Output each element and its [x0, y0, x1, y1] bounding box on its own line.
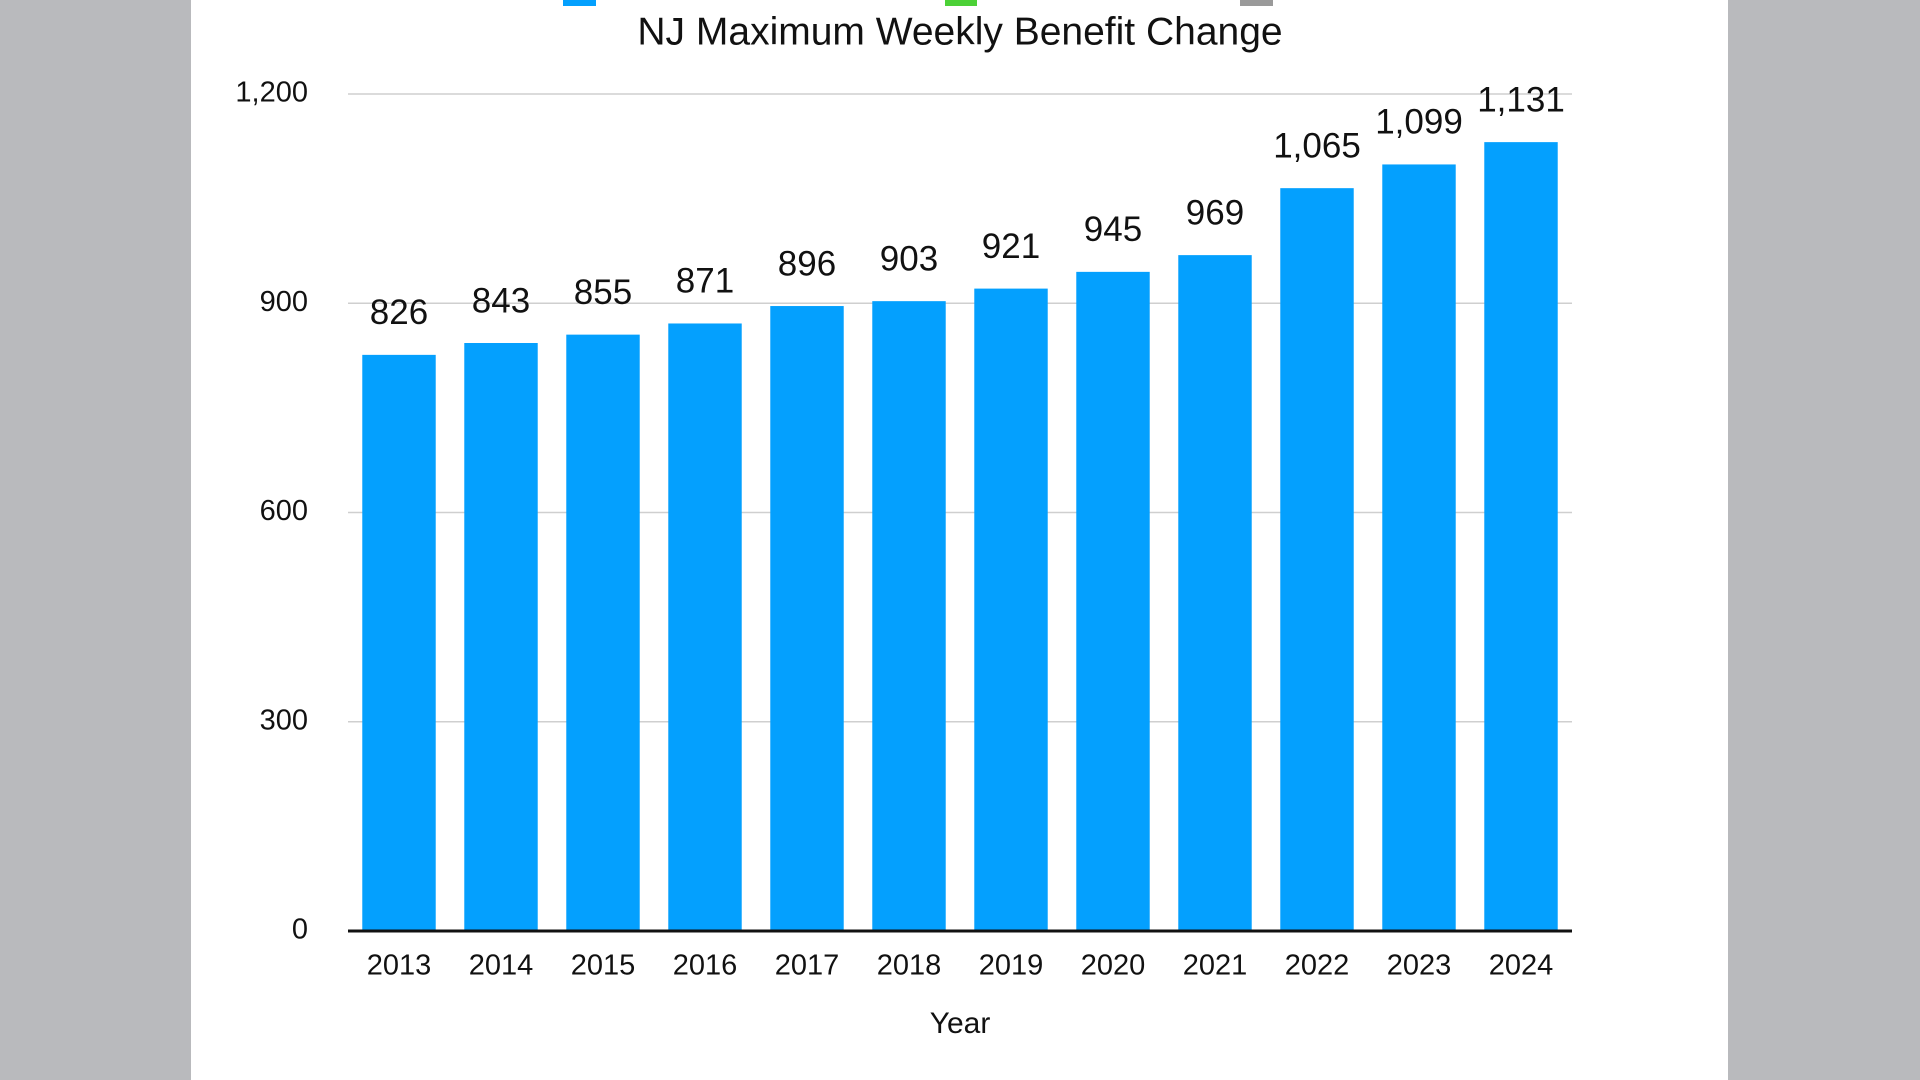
bar — [668, 323, 742, 931]
value-label: 871 — [676, 262, 734, 301]
legend-swatch — [1240, 0, 1273, 6]
bar — [872, 301, 946, 932]
value-label: 896 — [778, 244, 836, 283]
y-tick-label: 1,200 — [235, 77, 308, 109]
x-tick-label: 2019 — [979, 950, 1044, 982]
value-label: 1,065 — [1273, 126, 1361, 165]
x-tick-label: 2017 — [775, 950, 840, 982]
bar — [770, 306, 844, 931]
value-label: 843 — [472, 281, 530, 320]
value-label: 945 — [1084, 210, 1142, 249]
x-tick-label: 2014 — [469, 950, 534, 982]
value-label: 903 — [880, 239, 938, 278]
y-tick-label: 0 — [292, 914, 308, 946]
value-label: 1,099 — [1375, 103, 1463, 142]
value-label: 1,131 — [1477, 80, 1565, 119]
bar — [464, 343, 538, 931]
bar — [566, 334, 640, 931]
value-label: 855 — [574, 273, 632, 312]
x-tick-label: 2024 — [1489, 950, 1554, 982]
bar — [974, 288, 1048, 931]
bar — [1484, 142, 1558, 931]
x-tick-label: 2021 — [1183, 950, 1248, 982]
x-tick-label: 2023 — [1387, 950, 1452, 982]
legend-swatch — [945, 0, 977, 6]
x-tick-label: 2013 — [367, 950, 432, 982]
value-label: 969 — [1186, 193, 1244, 232]
x-axis-label: Year — [930, 1007, 991, 1040]
x-tick-label: 2020 — [1081, 950, 1146, 982]
x-tick-label: 2018 — [877, 950, 942, 982]
chart-title: NJ Maximum Weekly Benefit Change — [637, 10, 1282, 53]
legend-swatch — [563, 0, 596, 6]
value-label: 921 — [982, 227, 1040, 266]
y-tick-label: 900 — [260, 286, 308, 318]
y-tick-label: 600 — [260, 495, 308, 527]
value-label: 826 — [370, 293, 428, 332]
x-tick-label: 2016 — [673, 950, 738, 982]
y-tick-label: 300 — [260, 704, 308, 736]
chart-panel — [191, 0, 1728, 1080]
x-tick-label: 2022 — [1285, 950, 1350, 982]
bar — [1076, 271, 1150, 931]
bar — [1280, 188, 1354, 932]
x-tick-label: 2015 — [571, 950, 636, 982]
bar — [362, 354, 436, 931]
bar — [1178, 255, 1252, 931]
bar — [1382, 164, 1456, 931]
